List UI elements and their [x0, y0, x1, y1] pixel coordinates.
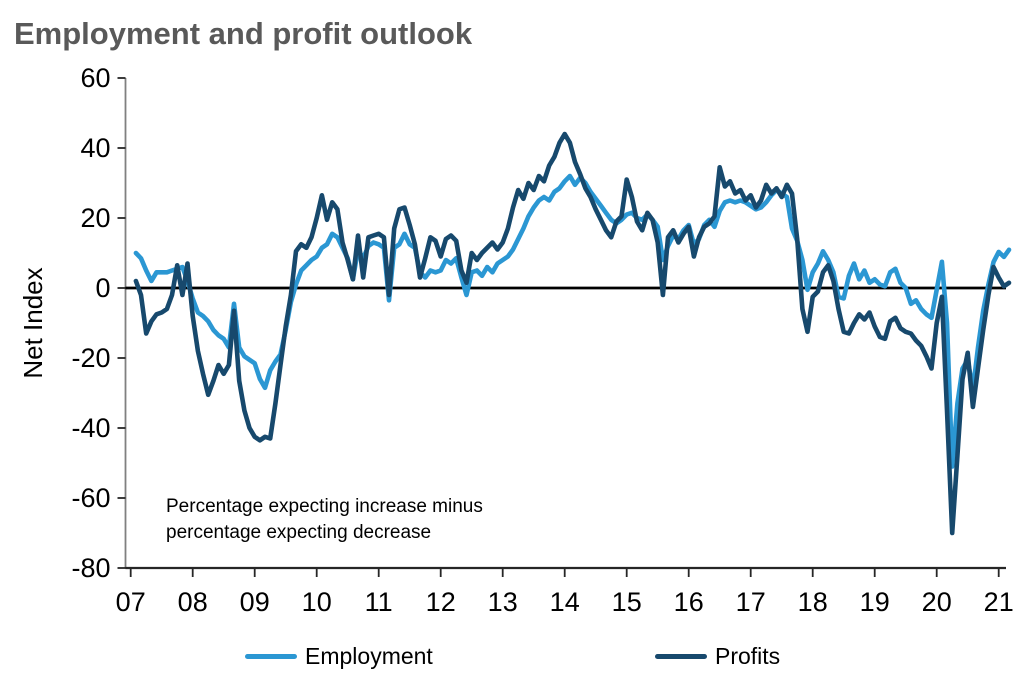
annotation-line-2: percentage expecting decrease: [166, 522, 432, 543]
x-tick-label: 10: [302, 587, 332, 617]
y-tick-label: 60: [80, 63, 110, 93]
x-tick-label: 14: [550, 587, 580, 617]
x-tick-label: 08: [178, 587, 208, 617]
x-tick-label: 15: [612, 587, 642, 617]
x-tick-label: 20: [922, 587, 952, 617]
legend-label-employment: Employment: [305, 642, 433, 669]
x-tick-label: 07: [116, 587, 146, 617]
y-tick-label: -80: [71, 553, 110, 583]
y-tick-label: 0: [95, 273, 110, 303]
y-tick-label: 20: [80, 203, 110, 233]
x-tick-label: 11: [365, 587, 393, 617]
x-tick-label: 17: [736, 587, 766, 617]
chart-annotation: Percentage expecting increase minus perc…: [166, 494, 483, 546]
y-axis-title: Net Index: [18, 267, 48, 379]
employment-line-swatch: [245, 653, 297, 659]
y-tick-label: -60: [71, 483, 110, 513]
x-tick-label: 13: [488, 587, 518, 617]
legend-item-profits: Profits: [655, 637, 780, 675]
x-tick-label: 21: [984, 587, 1014, 617]
employment-line: [133, 173, 1012, 469]
x-tick-label: 12: [426, 587, 456, 617]
y-tick-label: -20: [71, 343, 110, 373]
y-tick-label: -40: [71, 413, 110, 443]
x-tick-label: 09: [240, 587, 270, 617]
legend-label-profits: Profits: [715, 642, 781, 669]
x-tick-label: 18: [798, 587, 828, 617]
profits-line: [133, 131, 1012, 536]
x-tick-label: 16: [674, 587, 704, 617]
annotation-line-1: Percentage expecting increase minus: [166, 496, 483, 517]
x-tick-label: 19: [860, 587, 890, 617]
legend-item-employment: Employment: [245, 637, 433, 675]
profits-line-swatch: [655, 653, 707, 659]
chart-title: Employment and profit outlook: [14, 16, 473, 51]
y-tick-label: 40: [80, 133, 110, 163]
chart-legend: Employment Profits: [0, 637, 1036, 675]
